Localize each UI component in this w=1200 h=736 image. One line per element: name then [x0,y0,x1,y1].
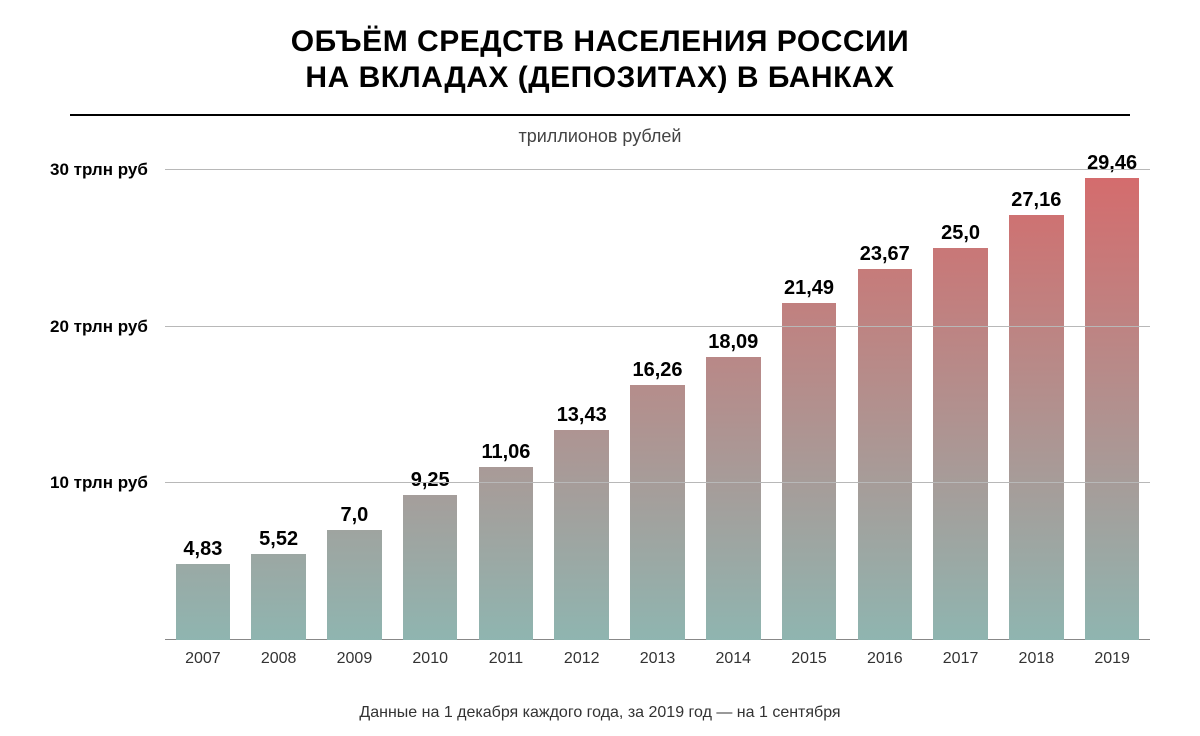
x-tick-label: 2007 [185,650,221,668]
bar: 11,06 [479,467,534,640]
bar-value-label: 5,52 [259,528,298,551]
bar-value-label: 16,26 [632,359,682,382]
plot-region: 4,83 5,52 7,0 9,25 11,06 13,43 16,26 18,09 21,49… [165,170,1150,640]
bar-value-label: 25,0 [941,222,980,245]
x-tick-label: 2014 [715,650,751,668]
x-tick-label: 2018 [1019,650,1055,668]
bar: 21,49 [782,303,837,640]
x-tick-label: 2009 [337,650,373,668]
bar: 29,46 [1085,178,1140,640]
footnote: Данные на 1 декабря каждого года, за 201… [0,704,1200,722]
bar: 27,16 [1009,215,1064,641]
chart-subtitle: триллионов рублей [0,126,1200,147]
chart-title-line1: ОБЪЁМ СРЕДСТВ НАСЕЛЕНИЯ РОССИИ [0,24,1200,60]
gridline [165,482,1150,483]
bar-value-label: 18,09 [708,331,758,354]
gridline [165,326,1150,327]
chart-title-line2: НА ВКЛАДАХ (ДЕПОЗИТАХ) В БАНКАХ [0,60,1200,96]
bar-value-label: 27,16 [1011,189,1061,212]
bar: 18,09 [706,357,761,640]
x-tick-label: 2010 [412,650,448,668]
bar-value-label: 9,25 [411,469,450,492]
bar-value-label: 21,49 [784,277,834,300]
x-tick-label: 2013 [640,650,676,668]
bar: 25,0 [933,248,988,640]
bar-value-label: 13,43 [557,404,607,427]
bar-value-label: 29,46 [1087,152,1137,175]
bar: 4,83 [176,564,231,640]
bar-value-label: 4,83 [183,538,222,561]
x-tick-label: 2015 [791,650,827,668]
title-rule [70,114,1130,116]
title-block: ОБЪЁМ СРЕДСТВ НАСЕЛЕНИЯ РОССИИ НА ВКЛАДА… [0,0,1200,96]
bars-container: 4,83 5,52 7,0 9,25 11,06 13,43 16,26 18,09 21,49… [165,170,1150,640]
x-tick-label: 2008 [261,650,297,668]
y-tick-label: 30 трлн руб [50,160,160,180]
bar: 13,43 [554,430,609,640]
x-tick-label: 2011 [489,650,523,668]
x-tick-label: 2019 [1094,650,1130,668]
bar: 16,26 [630,385,685,640]
x-tick-label: 2016 [867,650,903,668]
gridline [165,169,1150,170]
bar-value-label: 11,06 [481,441,530,464]
y-tick-label: 20 трлн руб [50,317,160,337]
x-tick-label: 2017 [943,650,979,668]
bar: 9,25 [403,495,458,640]
bar: 5,52 [251,554,306,640]
x-tick-label: 2012 [564,650,600,668]
bar-value-label: 23,67 [860,243,910,266]
bar: 7,0 [327,530,382,640]
chart-area: 4,83 5,52 7,0 9,25 11,06 13,43 16,26 18,09 21,49… [50,170,1160,674]
x-axis: 2007 2008 2009 2010 2011 2012 2013 2014 2015 2016… [165,640,1150,674]
y-tick-label: 10 трлн руб [50,473,160,493]
bar-value-label: 7,0 [341,504,369,527]
